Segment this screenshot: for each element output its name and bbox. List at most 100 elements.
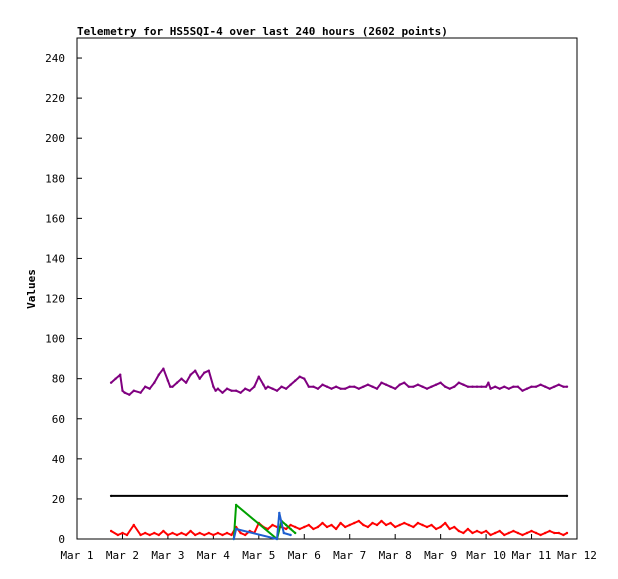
- series-0-point: [416, 383, 420, 386]
- series-2-point: [330, 523, 333, 527]
- series-4-point: [282, 531, 285, 535]
- series-0-point: [357, 387, 360, 390]
- x-tick-label: Mar 3: [151, 549, 184, 562]
- series-0-point: [271, 387, 274, 390]
- series-0-point: [175, 381, 179, 384]
- series-2-point: [203, 533, 206, 537]
- series-2-point: [362, 523, 365, 527]
- series-0-point: [453, 385, 456, 388]
- series-0-point: [344, 387, 347, 390]
- series-0-point: [380, 381, 383, 384]
- y-tick-label: 60: [52, 413, 65, 426]
- series-2-point: [375, 523, 379, 527]
- series-2-point: [271, 523, 274, 527]
- series-0-point: [189, 373, 192, 376]
- series-2-point: [284, 527, 288, 531]
- series-2-point: [198, 531, 201, 535]
- y-tick-label: 240: [45, 52, 65, 65]
- x-tick-label: Mar 8: [379, 549, 412, 562]
- series-2-point: [239, 531, 242, 535]
- series-0-point: [169, 385, 172, 388]
- series-4-point: [289, 533, 292, 537]
- series-2-point: [148, 533, 151, 537]
- series-2-point: [539, 533, 542, 537]
- series-0-point: [216, 387, 220, 390]
- series-0-point: [214, 389, 217, 392]
- series-2-point: [357, 519, 360, 523]
- series-0-point: [384, 383, 388, 386]
- series-0-point: [498, 387, 501, 390]
- series-0-point: [114, 377, 117, 380]
- series-2-point: [489, 533, 492, 537]
- series-2-point: [339, 521, 342, 525]
- series-0-point: [221, 391, 224, 394]
- x-tick-label: Mar 7: [333, 549, 366, 562]
- series-0-point: [444, 385, 447, 388]
- series-2-point: [430, 523, 433, 527]
- x-tick-label: Mar 12: [557, 549, 597, 562]
- x-tick-label: Mar 5: [242, 549, 275, 562]
- series-2-point: [353, 521, 356, 525]
- series-2-point: [366, 525, 370, 529]
- series-2-point: [448, 527, 451, 531]
- series-2-point: [384, 523, 388, 527]
- series-0-point: [225, 387, 229, 390]
- series-0-point: [489, 387, 492, 390]
- series-2-point: [553, 531, 556, 535]
- series-0-point: [484, 385, 488, 388]
- series-0-point: [312, 385, 315, 388]
- series-2-point: [139, 533, 142, 537]
- series-0-point: [253, 385, 256, 388]
- series-0-point: [264, 387, 267, 390]
- series-2-point: [303, 525, 306, 529]
- series-0-point: [121, 389, 124, 392]
- series-2-point: [403, 521, 406, 525]
- series-0-point: [507, 387, 510, 390]
- series-2-point: [216, 531, 220, 535]
- series-4-point: [275, 537, 279, 541]
- series-2-point: [398, 523, 401, 527]
- series-2-point: [289, 523, 292, 527]
- series-2-point: [512, 529, 515, 533]
- y-tick-label: 80: [52, 373, 65, 386]
- series-0-point: [262, 383, 265, 386]
- x-tick-label: Mar 6: [288, 549, 321, 562]
- series-2-point: [453, 525, 456, 529]
- series-0-point: [207, 369, 210, 372]
- series-1-point: [565, 494, 569, 498]
- series-4-point: [234, 527, 238, 531]
- series-2-point: [334, 527, 338, 531]
- series-4-point: [278, 511, 281, 515]
- series-2-point: [371, 521, 374, 525]
- series-4-point: [232, 537, 235, 541]
- x-tick-label: Mar 1: [60, 549, 93, 562]
- series-2-point: [144, 531, 147, 535]
- series-0-point: [230, 389, 233, 392]
- series-2-point: [480, 531, 483, 535]
- series-0-point: [194, 369, 197, 372]
- series-0-point: [321, 383, 324, 386]
- y-tick-label: 160: [45, 212, 65, 225]
- series-0-point: [248, 389, 251, 392]
- series-0-point: [394, 387, 397, 390]
- series-0-point: [398, 383, 401, 386]
- series-layer: [109, 367, 569, 541]
- series-0-point: [257, 375, 260, 378]
- series-2-point: [325, 525, 329, 529]
- y-tick-label: 180: [45, 172, 65, 185]
- series-2-point: [457, 529, 460, 533]
- series-0-point: [307, 385, 310, 388]
- series-0-point: [466, 385, 470, 388]
- series-0-point: [234, 389, 238, 392]
- series-2-point: [562, 533, 565, 537]
- series-2-point: [516, 531, 520, 535]
- series-0-point: [162, 367, 165, 370]
- y-tick-label: 20: [52, 493, 65, 506]
- x-axis: Mar 1 Mar 2 Mar 3 Mar 4 Mar 5 Mar 6 Mar 7 Mar 8…: [60, 534, 597, 562]
- series-0-point: [553, 385, 556, 388]
- series-0-point: [521, 389, 524, 392]
- series-2-point: [530, 529, 533, 533]
- series-2-point: [344, 525, 347, 529]
- series-2-point: [109, 529, 113, 533]
- series-2-point: [416, 521, 420, 525]
